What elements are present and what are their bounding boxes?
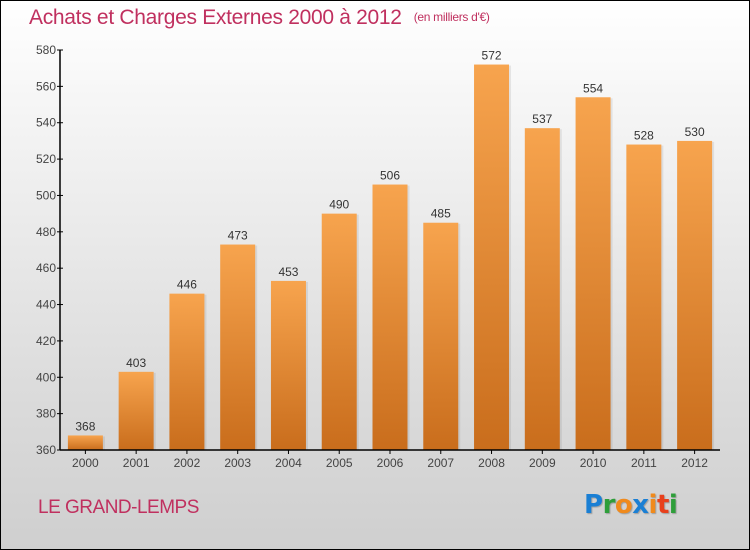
bar-shadow	[610, 98, 613, 450]
bar	[423, 222, 459, 450]
y-tick-label: 480	[36, 225, 56, 239]
bar	[321, 213, 357, 450]
bar-shadow	[661, 145, 664, 450]
proxiti-logo: Proxiti	[584, 490, 678, 520]
y-tick-label: 440	[36, 298, 56, 312]
x-tick-label: 2006	[377, 456, 404, 470]
commune-name: LE GRAND-LEMPS	[38, 497, 199, 518]
x-tick-label: 2010	[580, 456, 607, 470]
bar-shadow	[305, 281, 308, 450]
logo-letter: i	[668, 490, 678, 520]
chart-title: Achats et Charges Externes 2000 à 2012 (e…	[29, 6, 490, 30]
bar-shadow	[458, 223, 461, 450]
bar-shadow	[559, 129, 562, 450]
x-tick-label: 2001	[123, 456, 150, 470]
bar-value-label: 403	[126, 356, 146, 370]
y-tick-label: 560	[36, 79, 56, 93]
x-tick-label: 2005	[326, 456, 353, 470]
bar	[169, 293, 205, 450]
bar-shadow	[356, 214, 359, 450]
bars: 368 403 446 473 453 490 506 485 572 537 554 528 530	[67, 49, 715, 450]
x-tick-label: 2007	[427, 456, 454, 470]
x-tick-label: 2002	[174, 456, 201, 470]
bar	[67, 435, 103, 450]
bar-value-label: 572	[482, 49, 502, 63]
y-tick-label: 460	[36, 261, 56, 275]
y-tick-label: 400	[36, 370, 56, 384]
logo-letter: o	[614, 490, 633, 520]
bar-value-label: 554	[583, 81, 603, 95]
x-tick-label: 2000	[72, 456, 99, 470]
y-tick-label: 520	[36, 152, 56, 166]
bar	[220, 244, 256, 450]
bar-value-label: 446	[177, 278, 197, 292]
y-tick-label: 420	[36, 334, 56, 348]
bar	[270, 280, 306, 450]
bar-shadow	[153, 372, 156, 450]
bar-value-label: 485	[431, 207, 451, 221]
x-tick-label: 2003	[224, 456, 251, 470]
bar-value-label: 473	[228, 229, 248, 243]
bar-value-label: 453	[278, 265, 298, 279]
bar-value-label: 490	[329, 198, 349, 212]
y-tick-label: 380	[36, 407, 56, 421]
bar-shadow	[712, 141, 715, 450]
logo-letter: r	[602, 490, 616, 520]
logo-letter: i	[648, 490, 658, 520]
bar	[474, 64, 510, 450]
logo-letter: x	[632, 490, 649, 520]
logo-letter: t	[656, 490, 669, 520]
unit-subtitle: (en milliers d'€)	[413, 10, 490, 24]
y-tick-label: 360	[36, 443, 56, 457]
y-tick-label: 500	[36, 188, 56, 202]
title-text: Achats et Charges Externes 2000 à 2012	[29, 6, 402, 29]
bar	[372, 184, 408, 450]
bar-value-label: 528	[634, 129, 654, 143]
x-tick-label: 2009	[529, 456, 556, 470]
bar-shadow	[255, 245, 258, 450]
x-tick-label: 2012	[681, 456, 708, 470]
bar	[677, 140, 713, 450]
bar-shadow	[407, 185, 410, 450]
bar-value-label: 537	[532, 112, 552, 126]
y-tick-label: 580	[36, 43, 56, 57]
bar-shadow	[102, 436, 105, 450]
x-tick-label: 2011	[631, 456, 657, 470]
bar	[575, 97, 611, 450]
x-tick-label: 2004	[275, 456, 302, 470]
x-axis: 2000 2001 2002 2003 2004 2005 2006 2007 2008 2009…	[60, 449, 720, 470]
y-axis: 360 380 400 420 440 460 480 500 520 540 560 580	[36, 43, 63, 457]
bar-value-label: 506	[380, 169, 400, 183]
bar-shadow	[509, 65, 512, 450]
bar-shadow	[204, 294, 207, 450]
bar	[626, 144, 662, 450]
bar-value-label: 530	[685, 125, 705, 139]
x-tick-label: 2008	[478, 456, 505, 470]
bar-value-label: 368	[75, 419, 95, 433]
bar	[118, 371, 154, 450]
bar	[524, 128, 560, 450]
logo-letter: P	[584, 490, 603, 520]
y-tick-label: 540	[36, 116, 56, 130]
